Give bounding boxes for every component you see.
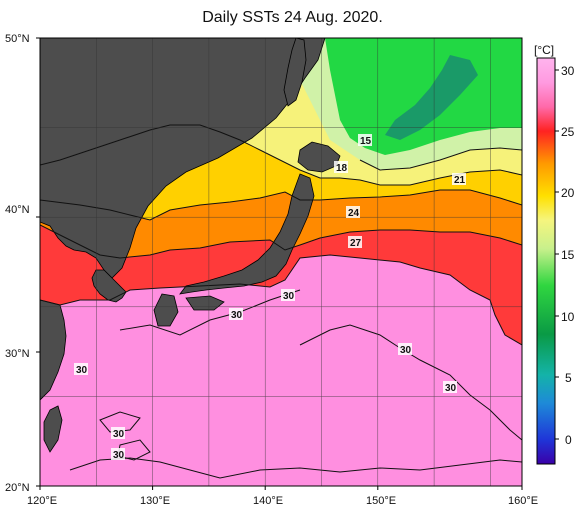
lon-label-130: 130°E [140, 495, 170, 507]
lon-label-120: 120°E [27, 495, 57, 507]
contour-label-30: 30 [283, 291, 295, 302]
honshu-island [179, 173, 315, 295]
contour-labels: 15 18 21 24 27 30 30 30 30 30 30 30 [74, 134, 466, 461]
map-frame [39, 37, 523, 487]
colorbar-unit: [°C] [534, 43, 554, 57]
korea-peninsula [91, 269, 127, 303]
colorbar-scale [536, 57, 556, 465]
contour-label-30: 30 [76, 365, 88, 376]
colorbar-tick-5: 5 [565, 371, 572, 385]
colorbar-tick-15: 15 [561, 248, 575, 262]
contour-label-30: 30 [113, 450, 125, 461]
colorbar-tick-10: 10 [561, 310, 575, 324]
shikoku-island [185, 295, 225, 311]
colorbar: [°C] 30 25 20 15 10 5 0 [534, 43, 575, 465]
contour-label-30: 30 [400, 345, 412, 356]
lat-label-50: 50°N [5, 33, 30, 45]
lon-label-150: 150°E [366, 495, 396, 507]
sst-field [40, 38, 522, 486]
contour-label-27: 27 [350, 238, 362, 249]
contour-label-18: 18 [336, 163, 348, 174]
map-title: Daily SSTs 24 Aug. 2020. [202, 9, 383, 26]
contour-label-30: 30 [113, 429, 125, 440]
contour-label-30: 30 [445, 383, 457, 394]
lat-label-40: 40°N [5, 204, 30, 216]
contour-label-30: 30 [231, 310, 243, 321]
graticule [40, 38, 522, 486]
china-coast [40, 299, 67, 401]
colorbar-tick-25: 25 [561, 125, 575, 139]
contour-label-21: 21 [454, 175, 466, 186]
lon-label-140: 140°E [253, 495, 283, 507]
axis-ticks [36, 37, 523, 490]
isotherm-lines [40, 124, 522, 479]
colorbar-tick-20: 20 [561, 186, 575, 200]
contour-label-24: 24 [348, 208, 360, 219]
kyushu-island [153, 293, 179, 327]
lat-label-30: 30°N [5, 348, 30, 360]
colorbar-tick-30: 30 [561, 64, 575, 78]
sakhalin-island [283, 38, 307, 107]
lat-label-20: 20°N [5, 482, 30, 494]
taiwan-island [43, 405, 63, 453]
colorbar-tick-0: 0 [565, 433, 572, 447]
lon-label-160: 160°E [508, 495, 538, 507]
contour-label-15: 15 [360, 136, 372, 147]
sst-band-cold [385, 55, 478, 140]
